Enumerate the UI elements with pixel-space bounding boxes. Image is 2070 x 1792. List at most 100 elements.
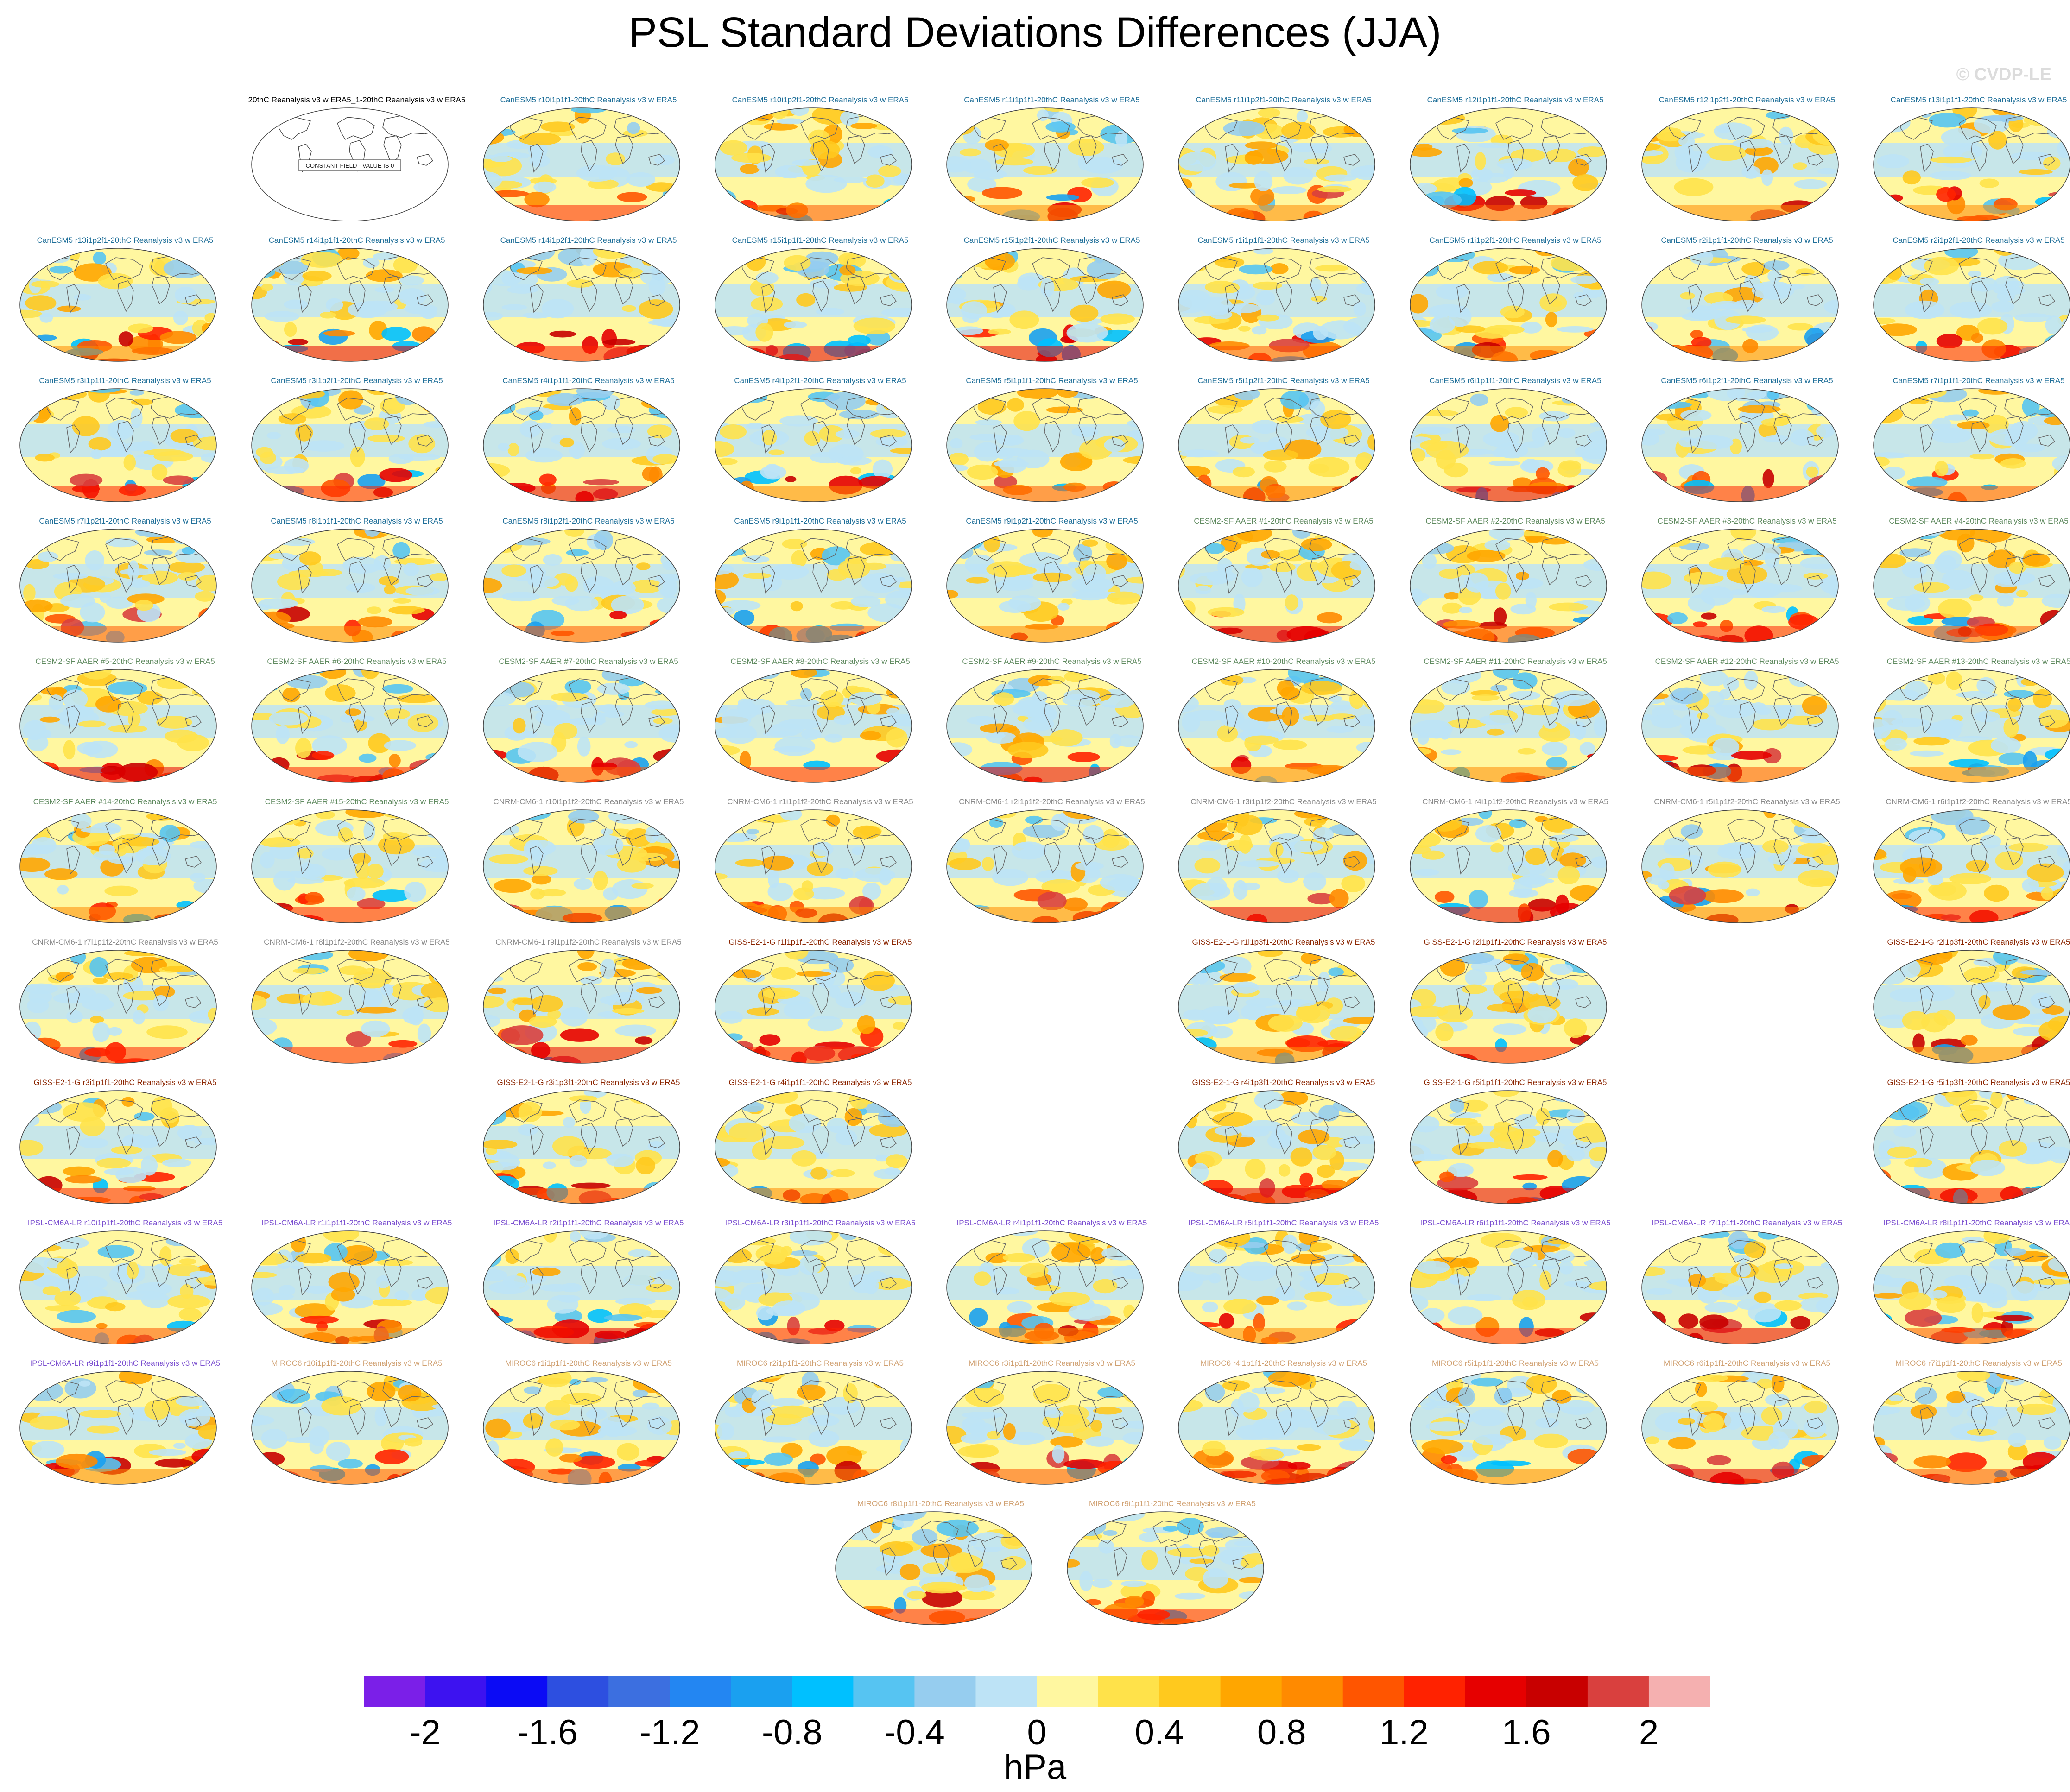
coastline — [1264, 117, 1302, 140]
coastline — [880, 715, 897, 727]
contour-fill — [1928, 672, 1946, 685]
coastline — [1343, 996, 1360, 1008]
coastline — [278, 1240, 311, 1263]
contour-fill — [1588, 347, 1607, 359]
map-panel-title: CanESM5 r9i1p2f1-20thC Reanalysis v3 w E… — [966, 517, 1138, 525]
contour-fill — [1464, 572, 1489, 593]
contour-fill — [1574, 1474, 1605, 1484]
contour-fill — [715, 727, 737, 738]
coastline — [1044, 280, 1061, 312]
contour-fill — [955, 326, 983, 335]
contour-fill — [1975, 982, 2013, 992]
contour-fill — [1222, 1380, 1250, 1391]
map-panel-title: CESM2-SF AAER #1-20thC Reanalysis v3 w E… — [1194, 517, 1374, 525]
contour-fill — [886, 707, 899, 716]
southern-ocean-band — [20, 767, 216, 782]
contour-fill — [87, 1425, 120, 1434]
contour-fill — [989, 818, 1004, 828]
contour-fill — [431, 1057, 448, 1063]
coastline — [741, 257, 774, 280]
contour-fill — [28, 990, 52, 1004]
map-panel: CanESM5 r8i1p1f1-20thC Reanalysis v3 w E… — [241, 516, 473, 655]
contour-fill — [1271, 186, 1307, 194]
coastline — [812, 561, 829, 593]
contour-fill — [1410, 294, 1429, 314]
contour-fill — [635, 1036, 653, 1045]
contour-fill — [163, 475, 194, 485]
contour-fill — [279, 1285, 295, 1296]
contour-fill — [1572, 174, 1598, 191]
contour-fill — [1223, 120, 1265, 136]
coastline — [1575, 715, 1592, 727]
contour-fill — [293, 950, 333, 960]
contour-fill — [571, 1182, 611, 1189]
contour-fill — [1799, 837, 1829, 844]
coastline — [880, 154, 897, 166]
contour-fill — [1752, 719, 1788, 731]
contour-fill — [1320, 320, 1361, 340]
contour-fill — [402, 492, 445, 502]
contour-fill — [1691, 1401, 1718, 1412]
contour-fill — [1678, 1313, 1699, 1329]
contour-fill — [1935, 461, 1949, 477]
contour-fill — [434, 821, 448, 831]
robinson-map — [1873, 248, 2070, 362]
contour-fill — [1493, 1091, 1519, 1097]
contour-fill — [715, 1288, 732, 1306]
coastline — [1204, 398, 1238, 421]
contour-fill — [549, 1419, 580, 1431]
contour-fill — [302, 992, 342, 1006]
contour-fill — [1536, 467, 1550, 480]
contour-fill — [2053, 403, 2070, 411]
contour-fill — [1874, 1474, 1893, 1484]
robinson-map — [946, 529, 1144, 643]
map-panel: CESM2-SF AAER #3-20thC Reanalysis v3 w E… — [1631, 516, 1863, 655]
contour-fill — [1874, 338, 1886, 356]
contour-fill — [960, 1434, 988, 1444]
contour-fill — [1245, 141, 1278, 150]
map-panel-title: GISS-E2-1-G r4i1p1f1-20thC Reanalysis v3… — [728, 1078, 912, 1087]
contour-fill — [276, 725, 290, 744]
contour-fill — [54, 1290, 81, 1306]
map-panel: CNRM-CM6-1 r5i1p1f2-20thC Reanalysis v3 … — [1631, 797, 1863, 936]
contour-fill — [878, 165, 901, 177]
coastline — [298, 1407, 312, 1436]
map-panel: CanESM5 r1i1p1f1-20thC Reanalysis v3 w E… — [1168, 235, 1399, 374]
coastline — [1264, 538, 1302, 561]
map-panel-title: CanESM5 r13i1p2f1-20thC Reanalysis v3 w … — [37, 236, 214, 245]
contour-fill — [372, 1299, 412, 1307]
southern-ocean-band — [1874, 346, 2070, 361]
coastline — [847, 1258, 865, 1287]
contour-fill — [1449, 1112, 1482, 1118]
contour-fill — [483, 1104, 493, 1112]
contour-fill — [106, 596, 133, 609]
contour-fill — [2037, 810, 2070, 816]
contour-fill — [272, 1056, 298, 1063]
contour-fill — [291, 1261, 304, 1270]
contour-fill — [402, 1007, 424, 1024]
contour-fill — [2053, 1461, 2069, 1472]
contour-fill — [63, 1166, 95, 1177]
contour-fill — [417, 1046, 438, 1059]
contour-fill — [1470, 1377, 1504, 1387]
coastline — [847, 1399, 865, 1428]
contour-fill — [1874, 1406, 1900, 1415]
contour-fill — [356, 1007, 397, 1014]
coastline — [2038, 1277, 2055, 1289]
contour-fill — [1573, 292, 1585, 300]
contour-fill — [492, 1091, 506, 1101]
contour-fill — [1332, 1098, 1374, 1113]
contour-fill — [597, 704, 621, 712]
coastline — [1225, 565, 1239, 594]
contour-fill — [1178, 1271, 1203, 1291]
contour-fill — [1642, 120, 1665, 128]
map-outline — [19, 248, 217, 362]
contour-fill — [270, 909, 288, 916]
contour-fill — [2058, 352, 2070, 360]
southern-ocean-band — [1642, 486, 1838, 502]
contour-fill — [607, 426, 636, 434]
contour-fill — [1318, 1105, 1339, 1122]
contour-fill — [1188, 1371, 1230, 1379]
contour-fill — [252, 673, 273, 692]
contour-fill — [42, 1286, 61, 1295]
